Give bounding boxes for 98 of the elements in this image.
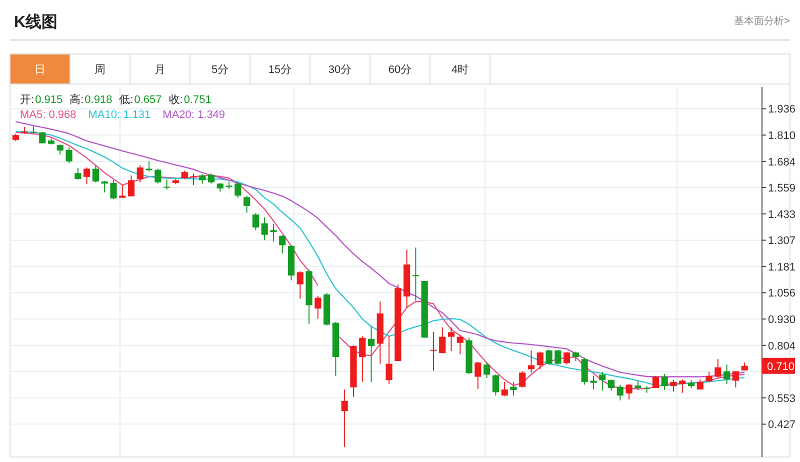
candlestick bbox=[146, 160, 152, 172]
candlestick bbox=[234, 182, 242, 198]
candlestick bbox=[581, 357, 588, 386]
y-tick-label: 1.433 bbox=[768, 208, 796, 221]
candlestick bbox=[92, 164, 99, 183]
candlestick bbox=[608, 378, 615, 392]
candlestick bbox=[208, 173, 215, 184]
text: MA20 bbox=[162, 109, 192, 121]
candlestick bbox=[412, 247, 419, 301]
y-tick-label: 1.559 bbox=[768, 182, 796, 195]
y-tick-label: 1.810 bbox=[768, 130, 796, 142]
candlestick bbox=[536, 351, 544, 370]
candlestick bbox=[714, 358, 722, 378]
candlestick bbox=[56, 144, 64, 156]
candlestick bbox=[590, 375, 597, 390]
candlestick bbox=[110, 180, 117, 200]
candlestick bbox=[599, 371, 606, 392]
text: 0.710 bbox=[767, 360, 795, 373]
candlestick bbox=[430, 331, 437, 372]
text: 基本面分析> bbox=[734, 15, 790, 27]
candlestick bbox=[101, 180, 108, 193]
y-tick-label: 0.427 bbox=[768, 419, 796, 432]
candlestick bbox=[368, 326, 375, 383]
candlestick bbox=[119, 184, 126, 198]
text: 周 bbox=[94, 64, 106, 76]
annotation: 高: bbox=[70, 93, 84, 106]
text: MA10 bbox=[88, 109, 118, 121]
candlestick bbox=[448, 326, 455, 352]
y-tick-label: 0.930 bbox=[768, 314, 796, 326]
text: 月 bbox=[154, 64, 166, 76]
y-tick-label: 0.553 bbox=[768, 392, 796, 405]
y-tick-label: 1.181 bbox=[768, 262, 796, 274]
y-tick-label: 1.936 bbox=[768, 104, 796, 116]
text: 5分 bbox=[211, 64, 229, 76]
annotation: 0.918 bbox=[84, 94, 112, 106]
candlestick bbox=[39, 131, 46, 144]
candlestick bbox=[572, 351, 579, 362]
chart-title: K线图 bbox=[14, 13, 58, 31]
annotation: : 1.349 bbox=[191, 109, 226, 121]
text: 日 bbox=[34, 64, 46, 76]
candlestick bbox=[546, 349, 552, 366]
y-tick-label: 1.684 bbox=[768, 156, 796, 168]
candlestick bbox=[296, 270, 304, 300]
text: 30分 bbox=[328, 64, 352, 76]
y-tick-label: 1.307 bbox=[768, 235, 796, 248]
candlestick bbox=[261, 216, 268, 241]
text: 15分 bbox=[268, 64, 292, 76]
candlestick bbox=[314, 295, 322, 320]
candlestick bbox=[74, 168, 82, 180]
candlestick bbox=[528, 350, 535, 374]
y-tick-label: 0.804 bbox=[768, 340, 796, 352]
text: 4时 bbox=[451, 63, 469, 76]
candlestick bbox=[84, 166, 90, 185]
annotation: 0.751 bbox=[184, 94, 212, 106]
candlestick bbox=[341, 388, 348, 448]
annotation: 0.657 bbox=[134, 94, 162, 106]
candlestick bbox=[359, 336, 366, 382]
candlestick bbox=[679, 378, 686, 394]
annotation: 低: bbox=[119, 94, 134, 106]
candlestick bbox=[652, 375, 659, 389]
candlestick bbox=[501, 381, 508, 397]
candlestick bbox=[279, 234, 286, 254]
candlestick bbox=[634, 380, 642, 391]
text: 60分 bbox=[388, 64, 412, 76]
candlestick bbox=[732, 370, 739, 388]
candlestick bbox=[616, 384, 624, 401]
candlestick bbox=[696, 378, 704, 390]
candlestick bbox=[474, 361, 482, 390]
candlestick bbox=[128, 174, 135, 197]
candlestick bbox=[626, 384, 632, 400]
candlestick bbox=[554, 349, 562, 366]
candlestick bbox=[270, 224, 277, 242]
candlestick bbox=[661, 374, 668, 391]
candlestick bbox=[510, 381, 517, 396]
series-label: MA5 bbox=[20, 109, 43, 121]
annotation: 收: bbox=[168, 94, 183, 106]
candlestick bbox=[252, 212, 259, 231]
candlestick bbox=[164, 179, 170, 190]
candlestick bbox=[66, 146, 72, 164]
candlestick bbox=[244, 195, 250, 214]
candlestick bbox=[670, 380, 677, 392]
candlestick bbox=[154, 168, 162, 184]
candlestick bbox=[386, 336, 392, 385]
candlestick bbox=[706, 371, 712, 382]
annotation: 0.915 bbox=[35, 94, 63, 106]
y-tick-label: 1.056 bbox=[768, 288, 796, 300]
candlestick bbox=[439, 326, 446, 354]
candlestick bbox=[492, 374, 499, 396]
candlestick bbox=[724, 364, 730, 385]
candlestick bbox=[136, 164, 144, 183]
candlestick bbox=[519, 370, 526, 388]
annotation: 开: bbox=[20, 94, 34, 106]
annotation: : 0.968 bbox=[42, 109, 76, 121]
candlestick bbox=[456, 334, 464, 355]
candlestick bbox=[484, 362, 490, 378]
annotation: : 1.131 bbox=[117, 109, 151, 121]
candlestick bbox=[199, 174, 206, 184]
candlestick bbox=[564, 351, 570, 366]
